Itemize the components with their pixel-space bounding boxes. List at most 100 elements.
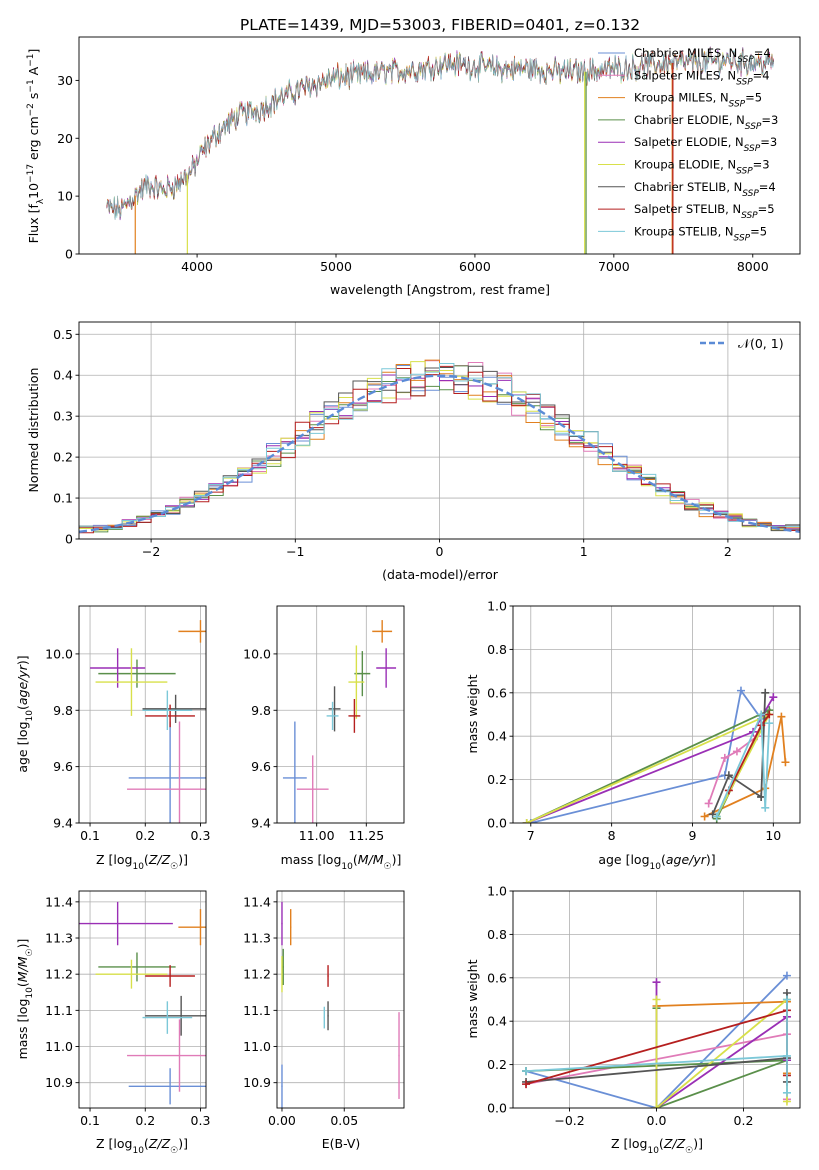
axes-frame: 4000 5000 6000 7000 8000 0 10 20 30 (57, 36, 801, 274)
svg-text:mass [log10(M/M☉)]: mass [log10(M/M☉)] (15, 939, 35, 1060)
y-tick-label: 0.8 (487, 927, 507, 942)
y-tick-label: 30 (57, 73, 73, 88)
y-tick-label: 10.9 (45, 1075, 73, 1090)
x-tick-label: 0.1 (80, 1113, 100, 1128)
plot-area (90, 620, 206, 823)
y-tick-label: 9.6 (53, 759, 73, 774)
gridlines (79, 606, 206, 824)
mass-vs-Z-x-axis-label: Z [log10(Z/Z☉)] (96, 1136, 188, 1156)
y-tick-label: 10 (57, 189, 73, 204)
y-tick-label: 11.4 (45, 894, 73, 909)
spectrum-lines (106, 46, 774, 254)
chart-age_vs_mass: 11.00 11.25 9.4 9.6 9.8 10.0 mass [log10(M/M☉)… (243, 605, 405, 872)
y-tick-label: 11.1 (243, 1003, 271, 1018)
axes-frame: 7 8 9 10 0.0 0.2 0.4 0.6 0.8 1.0 (487, 599, 801, 843)
y-tick-label: 0.4 (487, 1014, 507, 1029)
weight-point-marker (757, 710, 766, 719)
y-tick-label: 0 (65, 532, 73, 547)
weight-lines (522, 971, 791, 1108)
x-tick-label: 0.2 (734, 1113, 754, 1128)
axes-frame: 0.1 0.2 0.3 9.4 9.6 9.8 10.0 (45, 605, 210, 843)
x-tick-label: 10 (765, 828, 781, 843)
x-tick-label: 0.1 (80, 828, 100, 843)
y-tick-label: 0.2 (487, 1057, 507, 1072)
gridlines (277, 891, 404, 1108)
x-tick-label: 0.0 (647, 1113, 667, 1128)
x-tick-label: 4000 (181, 259, 213, 274)
weight-point-marker (652, 1104, 661, 1108)
y-tick-label: 11.4 (243, 894, 271, 909)
histogram-step (79, 363, 800, 529)
spectrum-legend: Chabrier MILES, NSSP=4 Salpeter MILES, NS… (598, 46, 778, 243)
axes-border (78, 890, 207, 1109)
x-tick-label: 7 (527, 828, 535, 843)
legend-entry-text: Chabrier STELIB, NSSP=4 (634, 180, 776, 199)
figure-title: PLATE=1439, MJD=53003, FIBERID=0401, z=0… (240, 16, 640, 34)
weight-point-marker (761, 803, 770, 812)
weight-lines (522, 686, 790, 823)
gridlines (277, 606, 404, 824)
y-tick-label: 0.4 (487, 729, 507, 744)
weight-point-marker (769, 693, 778, 702)
y-tick-label: 1.0 (487, 599, 507, 614)
error-bar-points (281, 901, 400, 1108)
error-bar-points (282, 620, 397, 823)
legend-entry-text: Kroupa ELODIE, NSSP=3 (634, 158, 770, 177)
axes-frame: 0.1 0.2 0.3 10.9 11.0 11.1 11.2 11.3 11.4 (45, 890, 210, 1128)
weight-point-marker (777, 712, 786, 721)
axes-border (78, 605, 207, 824)
gridlines (513, 605, 800, 824)
x-tick-label: 8000 (737, 259, 769, 274)
weight-point-marker (652, 978, 661, 987)
y-tick-label: 0.0 (487, 1101, 507, 1116)
residual-x-axis-label: (data-model)/error (382, 567, 499, 582)
y-tick-label: 20 (57, 131, 73, 146)
y-tick-label: 10.9 (243, 1075, 271, 1090)
x-tick-label: 7000 (598, 259, 630, 274)
x-tick-label: 0.2 (135, 1113, 155, 1128)
plot-area (522, 971, 791, 1108)
weight-point-marker (761, 688, 770, 697)
x-tick-label: 8 (608, 828, 616, 843)
x-tick-label: 0.05 (330, 1113, 358, 1128)
weight-point-marker (782, 1051, 791, 1060)
axes-frame: 11.00 11.25 9.4 9.6 9.8 10.0 (243, 605, 405, 843)
y-tick-label: 11.3 (243, 931, 271, 946)
x-tick-label: 9 (688, 828, 696, 843)
gaussian-legend-label: 𝒩(0, 1) (738, 336, 784, 351)
weight-point-marker (765, 710, 774, 719)
plot-area (282, 620, 397, 823)
y-tick-label: 0.6 (487, 970, 507, 985)
x-tick-label: 1 (580, 544, 588, 559)
x-tick-label: 0.00 (268, 1113, 296, 1128)
legend-entry-text: Salpeter ELODIE, NSSP=3 (634, 135, 777, 154)
age-vs-Z-x-axis-label: Z [log10(Z/Z☉)] (96, 852, 188, 872)
y-tick-label: 9.8 (53, 703, 73, 718)
x-tick-label: 0 (436, 544, 444, 559)
y-tick-label: 10.0 (45, 646, 73, 661)
weight-vs-Z-x-axis-label: Z [log10(Z/Z☉)] (611, 1136, 703, 1156)
axes-border (276, 605, 405, 824)
chart-weight_vs_age: 7 8 9 10 0.0 0.2 0.4 0.6 0.8 1.0 age [log10(age/yr… (465, 599, 801, 872)
weight-series-line (530, 688, 762, 823)
legend-entry-text: Chabrier MILES, NSSP=4 (634, 46, 771, 65)
age-vs-Z-y-axis-label: age [log10(age/yr)] (15, 655, 35, 772)
chart-residuals: −2 −1 0 1 2 0 0.1 0.2 0.3 0.4 0.5 𝒩(0, 1) (data-mode… (26, 321, 801, 582)
y-tick-label: 11.1 (45, 1003, 73, 1018)
y-tick-label: 11.3 (45, 931, 73, 946)
weight-point-marker (522, 1080, 531, 1089)
error-bar-points (79, 901, 206, 1105)
legend-entry-text: Salpeter STELIB, NSSP=5 (634, 202, 775, 221)
y-tick-label: 0.3 (53, 409, 73, 424)
axes-frame: −0.2 0.0 0.2 0.0 0.2 0.4 0.6 0.8 1.0 (487, 884, 801, 1128)
svg-text:Flux [fλ10−17 erg cm−2 s−1 A−1: Flux [fλ10−17 erg cm−2 s−1 A−1] (26, 49, 46, 244)
weight-point-marker (712, 812, 721, 821)
x-tick-label: 6000 (459, 259, 491, 274)
x-tick-label: −2 (142, 544, 160, 559)
plot-area (79, 359, 800, 534)
weight-point-marker (781, 758, 790, 767)
x-tick-label: 11.25 (348, 828, 384, 843)
y-tick-label: 9.4 (251, 816, 271, 831)
weight-point-marker (522, 1067, 531, 1076)
